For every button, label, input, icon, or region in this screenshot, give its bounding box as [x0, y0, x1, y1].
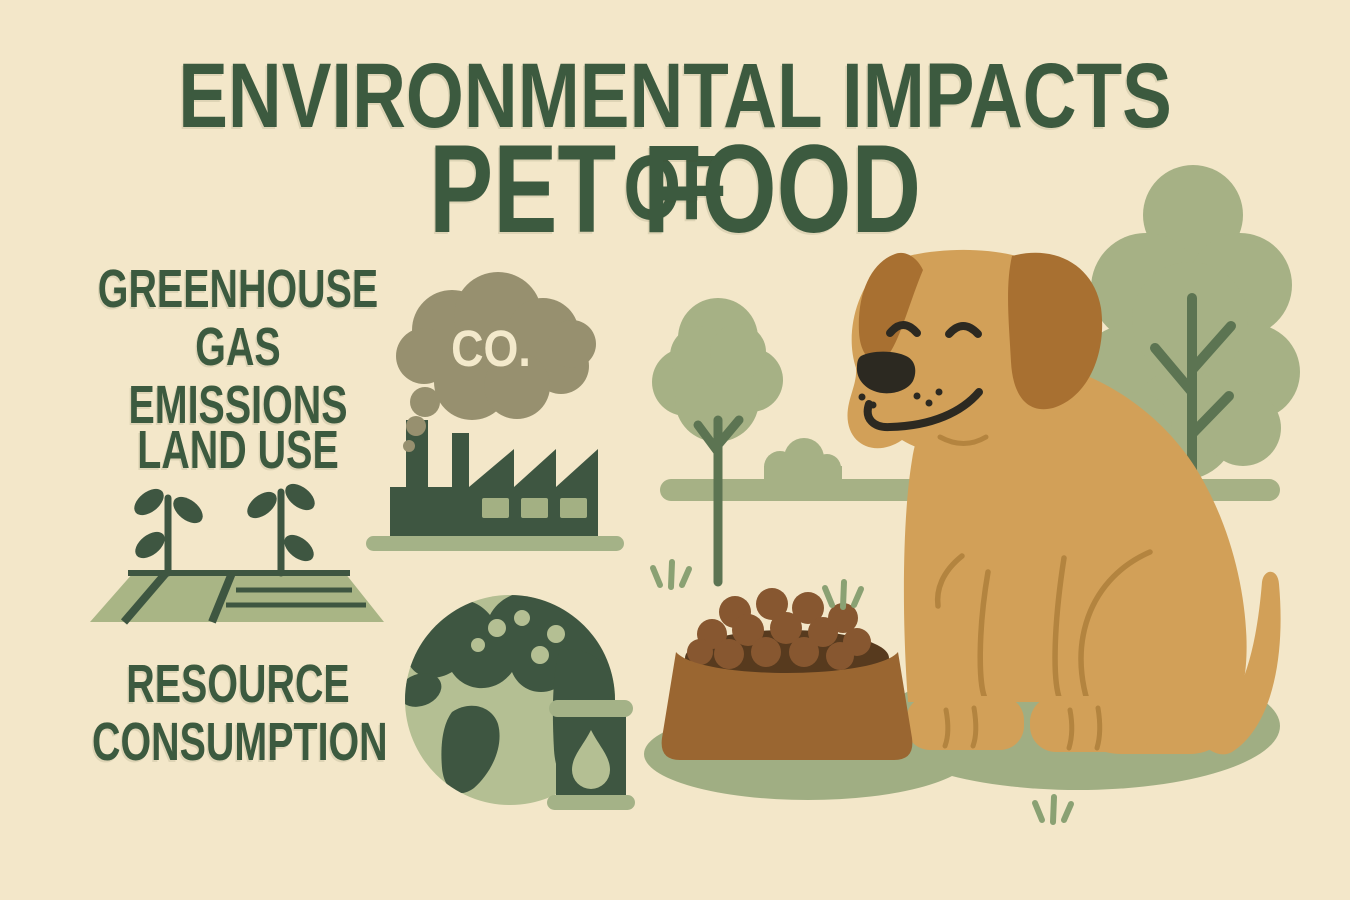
- kibble-bowl: [661, 588, 913, 760]
- kibble: [687, 588, 871, 670]
- poster-title-line2: PET FOOD: [429, 120, 921, 259]
- dog-chin-line: [937, 434, 989, 446]
- co2-smoke-cloud-icon: [396, 272, 596, 452]
- grass-tuft-icon: [650, 559, 692, 590]
- small-tree-icon: [652, 298, 783, 587]
- sprout-field-icon: [90, 483, 384, 625]
- oil-droplet-icon: [572, 730, 610, 789]
- dog-paws: [906, 696, 1154, 752]
- dog-mouth: [863, 388, 983, 432]
- bush-icon: [764, 438, 842, 483]
- bowl-front: [661, 652, 913, 760]
- dog-nose: [856, 351, 916, 394]
- dog-tail: [1200, 571, 1281, 755]
- dog-left-ear: [858, 252, 923, 362]
- big-tree-icon: [1078, 165, 1300, 497]
- dog-muzzle-dots: [858, 388, 943, 409]
- label-resource-consumption: RESOURCE CONSUMPTION: [92, 654, 388, 772]
- grass-tufts: [650, 559, 1074, 825]
- dog-right-ear: [1008, 252, 1103, 410]
- co2-cloud-text: CO.: [451, 320, 531, 377]
- label-greenhouse-gas-emissions: GREENHOUSE GAS EMISSIONS: [97, 259, 379, 435]
- oil-barrel-icon: [547, 700, 635, 810]
- grass-tuft-icon: [1032, 794, 1074, 825]
- dog-illustration: [847, 249, 1281, 755]
- label-land-use: LAND USE: [137, 420, 339, 480]
- dog-eyes: [886, 321, 982, 338]
- factory-icon: [366, 420, 624, 551]
- poster-title-line1: ENVIRONMENTAL IMPACTS OF: [178, 45, 1172, 239]
- grass-tuft-icon: [822, 579, 864, 610]
